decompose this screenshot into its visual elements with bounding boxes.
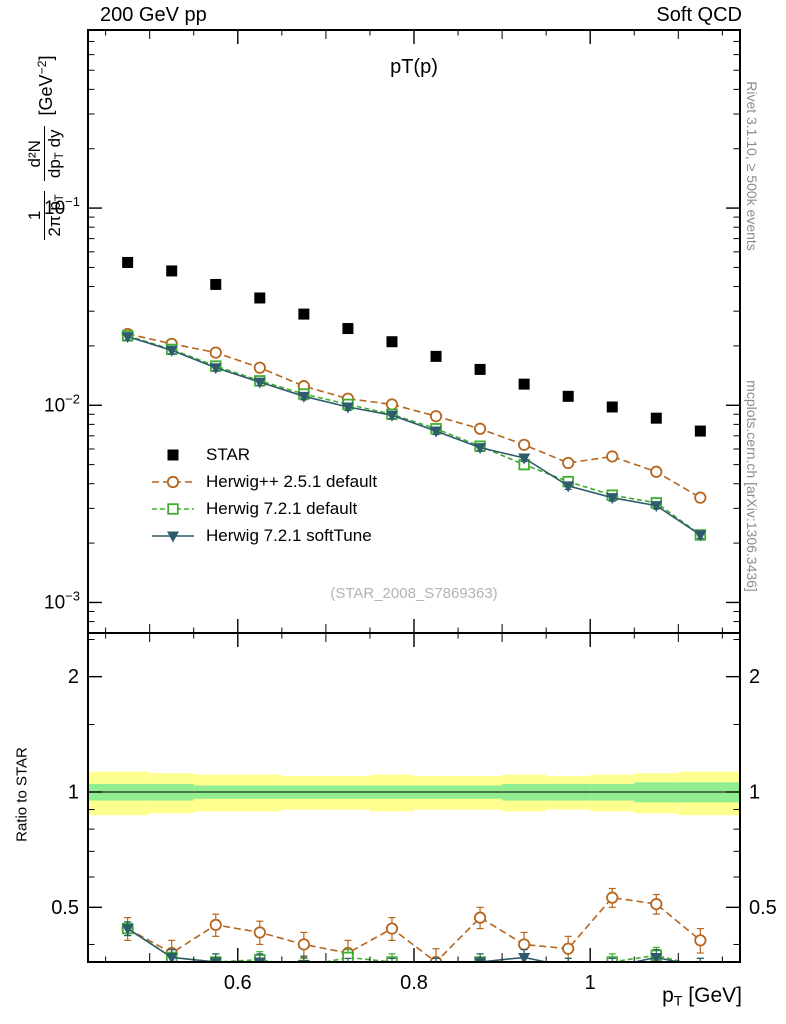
process-label: Soft QCD <box>656 4 742 26</box>
legend-item: Herwig 7.2.1 default <box>150 495 377 522</box>
ratio-y-tick-label-left: 0.5 <box>51 897 79 919</box>
legend-label: STAR <box>206 444 251 464</box>
ratio-y-tick-label-left: 1 <box>68 781 79 803</box>
legend-marker-open-square <box>152 502 194 515</box>
x-tick-label: 0.6 <box>224 972 252 994</box>
legend-label: Herwig 7.2.1 softTune <box>206 525 372 545</box>
ratio-panel-frame <box>87 632 741 963</box>
legend-item: STAR <box>150 441 377 468</box>
frac1-numerator: 1 <box>24 210 44 221</box>
main-y-tick-label: 10−2 <box>44 391 80 416</box>
analysis-watermark: (STAR_2008_S7869363) <box>330 585 498 602</box>
legend-label: Herwig 7.2.1 default <box>206 498 358 518</box>
y-axis-title-ratio: Ratio to STAR <box>13 747 31 842</box>
y-title-fraction-2: d²N dpT dy <box>24 126 68 182</box>
ratio-bands <box>88 771 740 816</box>
ratio-y-tick-label-left: 2 <box>68 666 79 688</box>
beam-label: 200 GeV pp <box>100 4 207 26</box>
main-y-tick-label: 10−3 <box>44 588 80 613</box>
ratio-y-tick-label-right: 2 <box>749 666 760 688</box>
legend-marker-filled-triangle-down <box>152 531 194 542</box>
plot-title: pT(p) <box>390 56 438 78</box>
legend-label: Herwig++ 2.5.1 default <box>206 471 378 491</box>
frac1-denominator: 2π pT <box>44 191 68 240</box>
y-axis-title-main: 1 2π pT d²N dpT dy [GeV−2] <box>12 0 80 300</box>
legend-marker-open-circle <box>152 475 194 488</box>
series-herwig-2-5-1-default <box>121 887 707 962</box>
legend-item: Herwig++ 2.5.1 default <box>150 468 377 495</box>
main-y-tick-label: 10−1 <box>44 194 80 219</box>
legend: STAR Herwig++ 2.5.1 default Herwig 7.2.1 d… <box>150 441 377 549</box>
ratio-y-tick-label-right: 0.5 <box>749 897 777 919</box>
ratio-y-tick-label-right: 1 <box>749 781 760 803</box>
x-tick-label: 1 <box>585 972 596 994</box>
series-herwig-7-2-1-softtune <box>121 921 704 962</box>
legend-item: Herwig 7.2.1 softTune <box>150 522 377 549</box>
legend-marker-filled-square <box>167 449 179 460</box>
rivet-version-note: Rivet 3.1.10, ≥ 500k events <box>744 81 760 251</box>
series-herwig-7-2-1-softtune <box>121 332 707 542</box>
x-axis-title: pT [GeV] <box>662 984 742 1010</box>
axes: 10−1 10−2 10−3 2 2 1 1 0.5 0.5 0.6 0.8 1 <box>44 29 777 994</box>
frac2-numerator: d²N <box>24 140 44 168</box>
x-tick-label: 0.8 <box>400 972 428 994</box>
y-title-unit: [GeV−2] <box>35 55 56 116</box>
series-star <box>122 256 706 437</box>
y-title-fraction-1: 1 2π pT <box>24 191 68 240</box>
mcplots-credit-note: mcplots.cern.ch [arXiv:1306.3436] <box>744 380 760 592</box>
frac2-denominator: dpT dy <box>44 126 68 182</box>
